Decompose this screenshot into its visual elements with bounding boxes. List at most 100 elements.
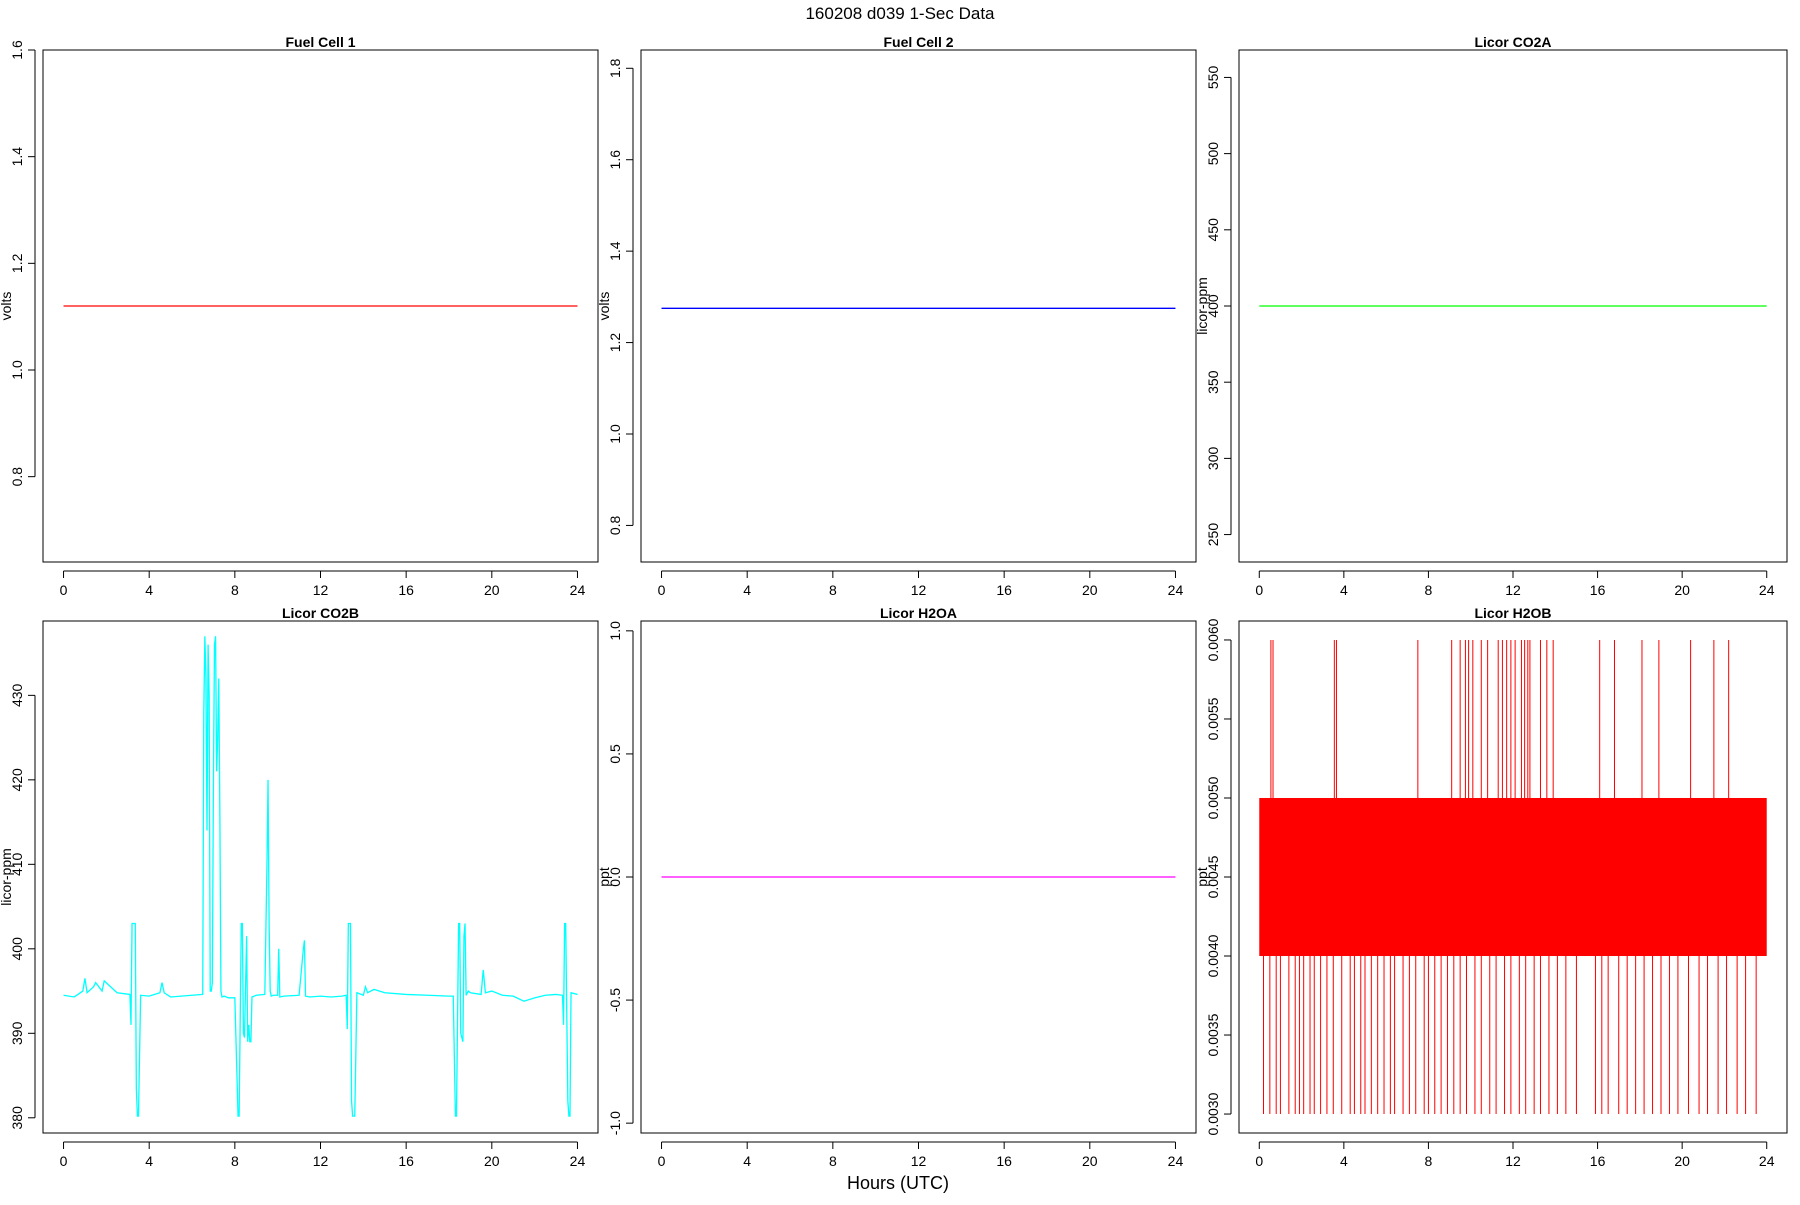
panel-2-y-tick-label: 1.2 [607,333,623,353]
panel-5-x-tick-label: 20 [1082,1153,1098,1169]
panels: Fuel Cell 1 0 4 8 12 16 20 24 0.8 1.0 1.2 1.4 1.6 vol… [0,34,1788,1169]
panel-4-x-tick-label: 24 [570,1153,586,1169]
panel-2-x-tick-label: 0 [658,582,666,598]
panel-6-frame [1238,620,1788,1134]
panel-2-x-tick-label: 8 [829,582,837,598]
panel-6-x-tick-label: 20 [1674,1153,1690,1169]
panel-3-x-tick-label: 20 [1674,582,1690,598]
panel-4-frame [42,620,599,1134]
panel-5-title: Licor H2OA [880,605,957,621]
panel-4-x-tick-label: 20 [484,1153,500,1169]
panel-2-y-axis-label: volts [596,292,612,321]
panel-6: Licor H2OB 0 4 8 12 16 20 24 0.0030 0.0035 0.0040 0… [1194,605,1788,1169]
panel-1-y-tick-label: 1.4 [9,147,25,167]
panel-5-y-axis-label: ppt [596,867,612,887]
panel-4-title: Licor CO2B [282,605,359,621]
panel-1-y-tick-label: 0.8 [9,467,25,487]
panel-6-dense-band [1259,797,1767,957]
panel-4-y-tick-label: 420 [9,768,25,792]
panel-1-x-tick-label: 20 [484,582,500,598]
panel-2-y-tick-label: 1.4 [607,241,623,261]
panel-3-y-tick-label: 300 [1205,446,1221,470]
panel-3-x-tick-label: 0 [1255,582,1263,598]
panel-6-y-tick-label: 0.0055 [1205,697,1221,740]
panel-2-x-tick-label: 24 [1168,582,1184,598]
panel-2-x-tick-label: 20 [1082,582,1098,598]
panel-3-y-tick-label: 500 [1205,142,1221,166]
figure-title: 160208 d039 1-Sec Data [805,4,995,23]
panel-6-x-tick-label: 16 [1590,1153,1606,1169]
panel-3-y-axis-label: licor-ppm [1194,277,1210,335]
panel-4-x-tick-label: 8 [231,1153,239,1169]
panel-3-x-tick-label: 24 [1759,582,1775,598]
panel-1-y-tick-label: 1.0 [9,360,25,380]
panel-5-x-tick-label: 16 [996,1153,1012,1169]
panel-6-x-tick-label: 12 [1505,1153,1521,1169]
panel-5-x-tick-label: 12 [911,1153,927,1169]
panel-5: Licor H2OA 0 4 8 12 16 20 24 -1.0 -0.5 0.0 0.5 1.0 pp… [596,605,1197,1169]
panel-1-frame [42,49,599,563]
panel-4-x-tick-label: 0 [60,1153,68,1169]
panel-4-x-tick-label: 12 [313,1153,329,1169]
panel-3-x-tick-label: 16 [1590,582,1606,598]
panel-2-y-tick-label: 1.6 [607,150,623,170]
panel-1-x-tick-label: 8 [231,582,239,598]
panel-4-plot-area [63,636,578,1117]
panel-5-y-tick-label: 0.0 [607,867,623,887]
panel-4-x-tick-label: 16 [398,1153,414,1169]
panel-1: Fuel Cell 1 0 4 8 12 16 20 24 0.8 1.0 1.2 1.4 1.6 vol… [0,34,599,598]
panel-4-y-tick-label: 380 [9,1106,25,1130]
panel-1-title: Fuel Cell 1 [285,34,355,50]
panel-2-x-tick-label: 12 [911,582,927,598]
panel-5-x-tick-label: 24 [1168,1153,1184,1169]
panel-6-plot-area [1259,639,1767,1115]
panel-3-y-tick-label: 400 [1205,294,1221,318]
panel-4-series-line-1 [63,636,578,1117]
panel-1-y-tick-label: 1.2 [9,253,25,273]
panel-5-x-tick-label: 0 [658,1153,666,1169]
panel-1-x-tick-label: 24 [570,582,586,598]
panel-4-y-tick-label: 400 [9,937,25,961]
panel-2-x-tick-label: 4 [743,582,751,598]
panel-3-y-tick-label: 550 [1205,66,1221,90]
panel-5-y-tick-label: -1.0 [607,1111,623,1135]
panel-1-y-tick-label: 1.6 [9,40,25,60]
panel-6-title: Licor H2OB [1474,605,1551,621]
panel-4-y-tick-label: 430 [9,683,25,707]
panel-1-x-tick-label: 4 [145,582,153,598]
panel-5-y-tick-label: 0.5 [607,744,623,764]
panel-6-x-tick-label: 8 [1425,1153,1433,1169]
panel-1-y-axis-label: volts [0,292,14,321]
panel-3: Licor CO2A 0 4 8 12 16 20 24 250 300 350 400 450 500 5… [1194,34,1788,598]
panel-1-x-tick-label: 12 [313,582,329,598]
panel-3-y-tick-label: 450 [1205,218,1221,242]
panel-4: Licor CO2B 0 4 8 12 16 20 24 380 390 400 410 420 430 l… [0,605,599,1169]
panel-4-y-tick-label: 410 [9,852,25,876]
panel-6-y-axis-label: ppt [1194,867,1210,887]
panel-1-x-tick-label: 0 [60,582,68,598]
panel-2-y-tick-label: 1.8 [607,58,623,78]
panel-3-x-tick-label: 8 [1425,582,1433,598]
panel-2-y-tick-label: 1.0 [607,424,623,444]
panel-6-x-tick-label: 24 [1759,1153,1775,1169]
panel-2-x-tick-label: 16 [996,582,1012,598]
panel-6-y-tick-label: 0.0045 [1205,855,1221,898]
panel-3-y-tick-label: 250 [1205,523,1221,547]
panel-3-title: Licor CO2A [1474,34,1551,50]
panel-6-x-tick-label: 0 [1255,1153,1263,1169]
panel-3-x-tick-label: 4 [1340,582,1348,598]
panel-6-y-tick-label: 0.0035 [1205,1013,1221,1056]
panel-5-frame [640,620,1197,1134]
figure-x-axis-label: Hours (UTC) [847,1173,949,1193]
panel-1-x-tick-label: 16 [398,582,414,598]
panel-4-y-axis-label: licor-ppm [0,848,14,906]
panel-5-y-tick-label: 1.0 [607,621,623,641]
panel-3-x-tick-label: 12 [1505,582,1521,598]
panel-6-x-tick-label: 4 [1340,1153,1348,1169]
panel-3-y-tick-label: 350 [1205,370,1221,394]
panel-5-x-tick-label: 4 [743,1153,751,1169]
panel-2-title: Fuel Cell 2 [883,34,953,50]
panel-6-y-tick-label: 0.0040 [1205,934,1221,977]
